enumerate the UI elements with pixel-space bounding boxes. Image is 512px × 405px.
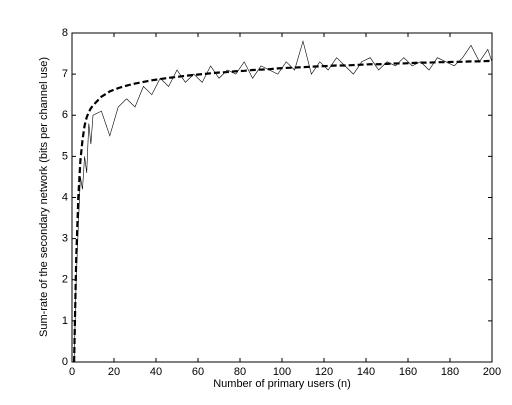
x-tick-label: 100 bbox=[273, 366, 291, 378]
data-line bbox=[73, 59, 492, 363]
data-line bbox=[73, 40, 493, 363]
y-tick-label: 6 bbox=[62, 109, 68, 121]
x-tick-label: 200 bbox=[483, 366, 501, 378]
y-tick-label: 4 bbox=[62, 191, 68, 203]
x-tick-label: 40 bbox=[150, 366, 162, 378]
y-tick-label: 7 bbox=[62, 68, 68, 80]
y-axis-label: Sum-rate of the secondary network (bits … bbox=[38, 57, 50, 337]
plot-frame bbox=[71, 32, 493, 363]
x-tick-label: 120 bbox=[315, 366, 333, 378]
y-tick-label: 8 bbox=[62, 27, 68, 39]
x-tick-label: 180 bbox=[441, 366, 459, 378]
x-tick-label: 80 bbox=[234, 366, 246, 378]
x-tick-label: 20 bbox=[108, 366, 120, 378]
y-tick-label: 3 bbox=[62, 233, 68, 245]
x-tick-label: 160 bbox=[399, 366, 417, 378]
x-tick-label: 60 bbox=[192, 366, 204, 378]
y-tick-label: 1 bbox=[62, 315, 68, 327]
y-tick-label: 0 bbox=[62, 356, 68, 368]
y-tick-label: 5 bbox=[62, 150, 68, 162]
x-axis-label: Number of primary users (n) bbox=[213, 378, 351, 390]
x-tick-label: 140 bbox=[357, 366, 375, 378]
x-tick-label: 0 bbox=[69, 366, 75, 378]
y-tick-label: 2 bbox=[62, 274, 68, 286]
